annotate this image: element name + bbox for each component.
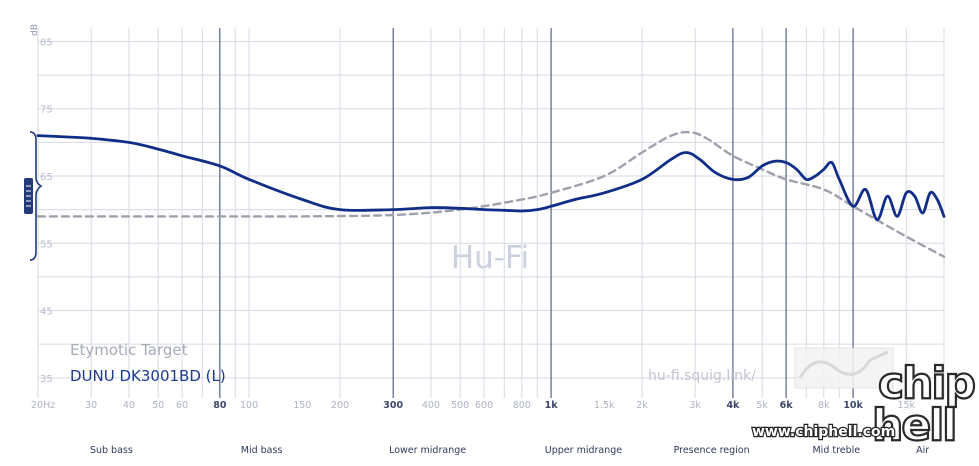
x-tick-label: 40 (123, 400, 135, 411)
y-tick-label: 85 (40, 37, 53, 48)
band-label: Air (916, 445, 929, 456)
target-curve[interactable] (36, 130, 946, 258)
y-axis-unit: dB (30, 24, 40, 36)
x-tick-label: 400 (422, 400, 440, 411)
x-tick-label: 6k (780, 400, 794, 411)
x-tick-label: 15k (897, 400, 915, 411)
y-tick-label: 55 (40, 239, 53, 250)
y-axis-ticks: 85 75 65 55 45 35 (40, 37, 53, 384)
watermark-text: Hu-Fi (451, 240, 529, 276)
x-tick-label: 500 (451, 400, 469, 411)
band-label: Upper midrange (545, 445, 622, 456)
frequency-band-labels: Sub bass Mid bass Lower midrange Upper midr… (90, 445, 929, 456)
x-tick-label: 5k (756, 400, 768, 411)
y-tick-label: 65 (40, 172, 53, 183)
y-tick-label: 75 (40, 105, 53, 116)
x-tick-label: 1k (545, 400, 559, 411)
x-tick-label: 80 (213, 400, 227, 411)
x-tick-label: 20Hz (31, 400, 55, 411)
band-label: Presence region (674, 445, 750, 456)
site-url: hu-fi.squig.link/ (648, 368, 756, 384)
x-tick-label: 4k (726, 400, 740, 411)
x-tick-label: 3k (689, 400, 701, 411)
x-tick-label: 800 (513, 400, 531, 411)
y-tick-label: 45 (40, 307, 53, 318)
x-tick-label: 200 (331, 400, 349, 411)
chiphell-logo: chip hell www.chiphell.com (751, 347, 978, 452)
legend-entry-target[interactable]: Etymotic Target (70, 341, 188, 359)
x-tick-label: 60 (176, 400, 188, 411)
vertical-grid (37, 28, 945, 398)
x-tick-label: 30 (85, 400, 97, 411)
band-label: Mid treble (812, 445, 860, 456)
x-tick-label: 300 (383, 400, 403, 411)
legend-entry-iem[interactable]: DUNU DK3001BD (L) (70, 367, 226, 385)
x-tick-label: 10k (843, 400, 863, 411)
y-tick-label: 35 (40, 374, 53, 385)
x-tick-label: 1.5k (594, 400, 615, 411)
x-tick-label: 8k (818, 400, 830, 411)
band-label: Lower midrange (389, 445, 466, 456)
band-label: Mid bass (241, 445, 283, 456)
x-tick-label: 50 (152, 400, 164, 411)
band-label: Sub bass (90, 445, 133, 456)
x-tick-label: 2k (636, 400, 648, 411)
y-scale-handle[interactable] (24, 131, 43, 261)
series-lines (36, 130, 946, 258)
chiphell-url: www.chiphell.com (752, 424, 895, 440)
chiphell-logo-word-bottom: hell (872, 400, 955, 451)
x-tick-label: 600 (475, 400, 493, 411)
x-tick-label: 100 (240, 400, 258, 411)
x-tick-label: 150 (293, 400, 311, 411)
legend: Etymotic Target DUNU DK3001BD (L) (70, 341, 226, 385)
x-axis-ticks: 20Hz 30 40 50 60 80 100 150 200 300 400 500 600 800 1k… (31, 400, 916, 411)
chiphell-logo-word-top: chip (878, 358, 974, 409)
iem-curve[interactable] (36, 134, 946, 222)
